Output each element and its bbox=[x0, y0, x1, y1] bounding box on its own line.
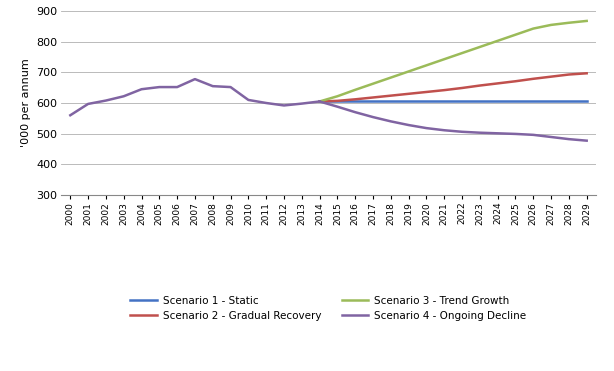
Legend: Scenario 1 - Static, Scenario 2 - Gradual Recovery, Scenario 3 - Trend Growth, S: Scenario 1 - Static, Scenario 2 - Gradua… bbox=[130, 296, 527, 321]
Y-axis label: '000 per annum: '000 per annum bbox=[20, 59, 31, 147]
